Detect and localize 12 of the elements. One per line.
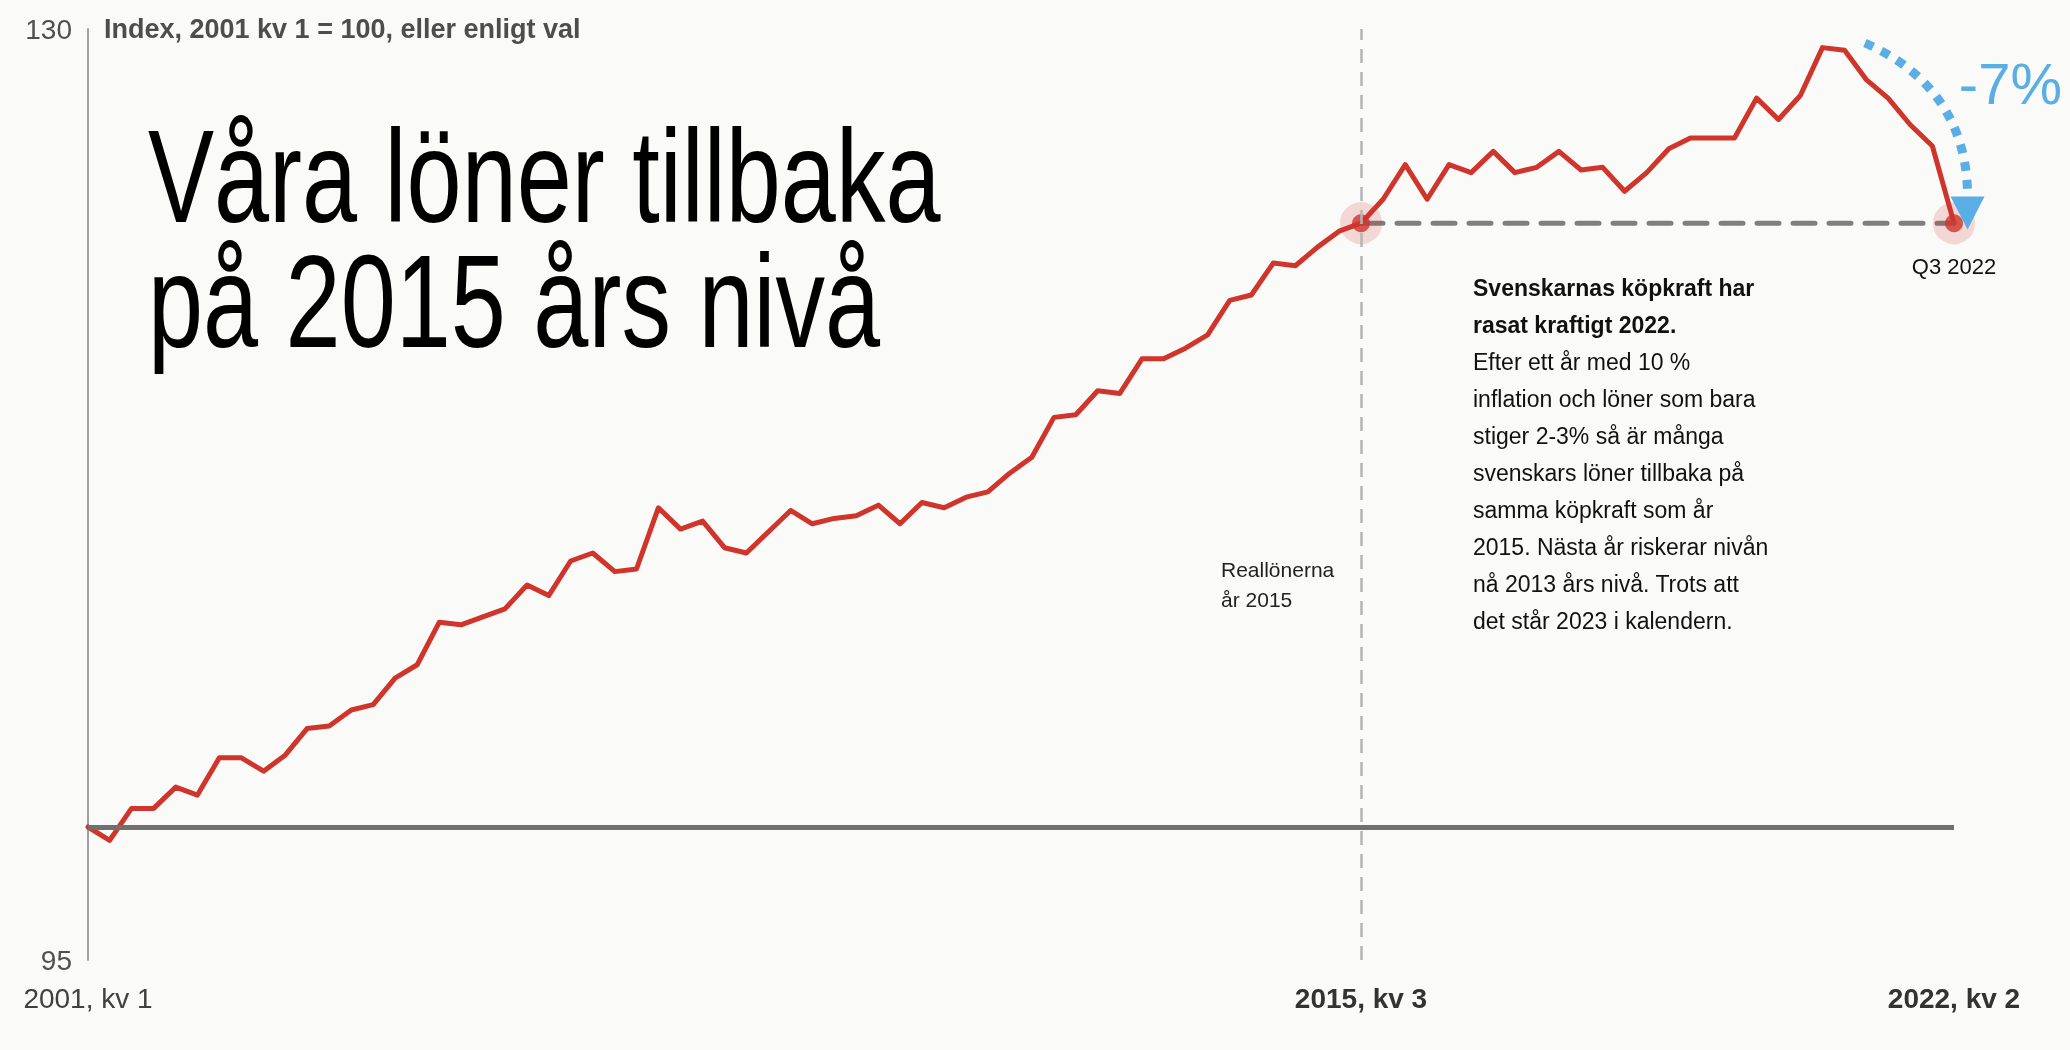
y-axis-title: Index, 2001 kv 1 = 100, eller enligt val: [104, 13, 581, 46]
x-tick-label: 2001, kv 1: [23, 982, 153, 1014]
text: Våra löner tillbaka på 2015 års nivå: [148, 103, 942, 375]
annotation: Efter ett år med 10 % inflation och löner som bara stiger 2-3% så är många svenskars löner tillbaka på samma köpkraft som år 2015. Nästa år riskerar nivån nå 2013 års nivå. Trots att det står 2023 i kalendern.: [1473, 348, 1770, 636]
x-tick-label: 2015, kv 3: [1294, 982, 1428, 1014]
x-tick-label: 2022, kv 2: [1887, 982, 2021, 1014]
text: -7%: [1958, 50, 2062, 118]
annotation: Svenskarnas köpkraft har rasat kraftigt 2022.: [1473, 274, 1756, 340]
y-tick-label: 95: [40, 944, 72, 976]
y-tick-label: 130: [25, 13, 72, 45]
annotation: Q3 2022: [1911, 253, 1997, 282]
ref-line-label: Reallönerna år 2015: [1221, 557, 1336, 613]
